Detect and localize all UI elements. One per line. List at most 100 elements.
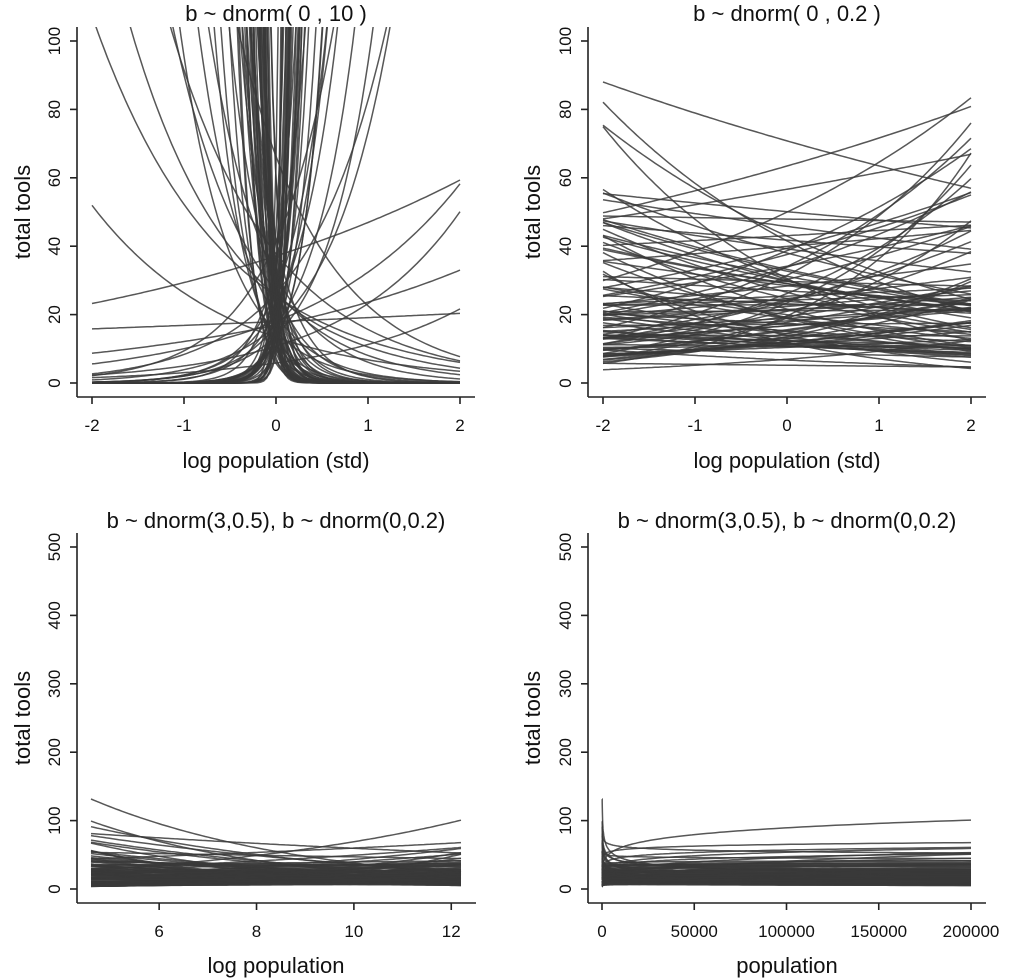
prior-curve	[601, 868, 972, 886]
curves	[90, 798, 462, 888]
x-tick-label: 2	[455, 416, 464, 435]
prior-curve	[92, 27, 317, 384]
y-tick-label: 100	[45, 27, 64, 55]
y-tick-label: 400	[45, 601, 64, 629]
prior-curve	[602, 192, 972, 295]
y-tick-label: 300	[556, 670, 575, 698]
prior-curve	[602, 310, 972, 350]
prior-curve	[602, 81, 972, 190]
prior-curve	[602, 126, 972, 342]
prior-curve	[601, 842, 972, 883]
x-tick-label: 1	[363, 416, 372, 435]
prior-curve	[95, 27, 461, 364]
y-tick-label: 0	[45, 378, 64, 387]
prior-curve	[602, 309, 971, 313]
prior-curve	[602, 288, 972, 340]
prior-curve	[601, 839, 972, 876]
prior-curve	[602, 221, 972, 306]
y-tick-label: 100	[45, 806, 64, 834]
curves	[601, 798, 972, 888]
plot-area: 0 50000 100000 150000 200000 0 100 200 300 400 500	[556, 533, 999, 941]
x-tick-label: 0	[271, 416, 280, 435]
panel-prior-c: b ~ dnorm(3,0.5), b ~ dnorm(0,0.2) 6 8 10 1…	[10, 508, 476, 978]
curves	[602, 81, 972, 371]
prior-curve	[91, 881, 461, 886]
y-tick-label: 0	[45, 884, 64, 893]
y-axis-label: total tools	[10, 671, 35, 765]
y-tick-label: 80	[45, 100, 64, 119]
prior-curve	[602, 248, 972, 310]
x-tick-label: 2	[966, 416, 975, 435]
prior-curve	[601, 870, 971, 878]
chart-title: b ~ dnorm(3,0.5), b ~ dnorm(0,0.2)	[107, 508, 446, 533]
prior-curve	[602, 276, 972, 317]
chart-title: b ~ dnorm( 0 , 0.2 )	[693, 1, 881, 26]
prior-curve	[602, 228, 972, 331]
prior-curve	[602, 105, 972, 214]
y-tick-label: 100	[556, 806, 575, 834]
prior-curve	[601, 861, 971, 868]
prior-curve	[602, 225, 972, 316]
x-tick-label: 8	[252, 922, 261, 941]
prior-curve	[602, 178, 972, 345]
prior-curve	[602, 221, 972, 319]
y-tick-label: 60	[556, 168, 575, 187]
panel-prior-d: b ~ dnorm(3,0.5), b ~ dnorm(0,0.2) 0 5000…	[520, 508, 999, 978]
plot-area: 6 8 10 12 0 100 200 300 400 500	[45, 533, 476, 941]
chart-title: b ~ dnorm( 0 , 10 )	[185, 1, 367, 26]
prior-curve	[236, 27, 461, 358]
prior-curve	[90, 842, 462, 883]
prior-curve	[90, 834, 462, 872]
x-tick-label: 0	[782, 416, 791, 435]
y-tick-label: 20	[45, 305, 64, 324]
prior-curve	[91, 878, 461, 882]
x-axis-label: log population	[207, 953, 344, 978]
prior-curve	[601, 868, 971, 879]
prior-curve	[602, 218, 972, 305]
x-tick-label: -2	[595, 416, 610, 435]
x-axis-label: population	[736, 953, 838, 978]
x-tick-label: -1	[176, 416, 191, 435]
y-tick-label: 40	[556, 237, 575, 256]
x-tick-label: 1	[874, 416, 883, 435]
y-tick-label: 400	[556, 601, 575, 629]
prior-curve	[602, 229, 972, 262]
y-tick-label: 500	[556, 533, 575, 561]
y-tick-label: 200	[556, 738, 575, 766]
curves	[91, 27, 461, 384]
prior-curve	[602, 309, 972, 339]
prior-curve	[90, 851, 461, 860]
prior-curve	[602, 148, 972, 310]
x-tick-label: 200000	[943, 922, 1000, 941]
y-axis-label: total tools	[520, 165, 545, 259]
prior-curve	[91, 179, 461, 305]
y-tick-label: 20	[556, 305, 575, 324]
x-tick-label: 0	[597, 922, 606, 941]
x-tick-label: 100000	[758, 922, 815, 941]
prior-curve	[601, 846, 972, 870]
prior-curve	[603, 362, 971, 368]
x-tick-label: 6	[154, 922, 163, 941]
chart-title: b ~ dnorm(3,0.5), b ~ dnorm(0,0.2)	[618, 508, 957, 533]
y-tick-label: 0	[556, 378, 575, 387]
prior-curve	[601, 851, 971, 860]
y-tick-label: 80	[556, 100, 575, 119]
prior-curve	[602, 307, 972, 333]
prior-curve	[602, 334, 972, 346]
prior-curve	[91, 27, 335, 377]
x-tick-label: 12	[442, 922, 461, 941]
y-tick-label: 60	[45, 168, 64, 187]
x-tick-label: 10	[344, 922, 363, 941]
prior-curve	[602, 339, 972, 371]
prior-curve	[603, 347, 971, 358]
prior-curve	[602, 101, 972, 312]
y-tick-label: 200	[45, 738, 64, 766]
x-tick-label: -2	[84, 416, 99, 435]
prior-curve	[602, 285, 972, 346]
prior-curve	[602, 215, 972, 223]
prior-curve	[91, 871, 462, 880]
y-tick-label: 40	[45, 237, 64, 256]
